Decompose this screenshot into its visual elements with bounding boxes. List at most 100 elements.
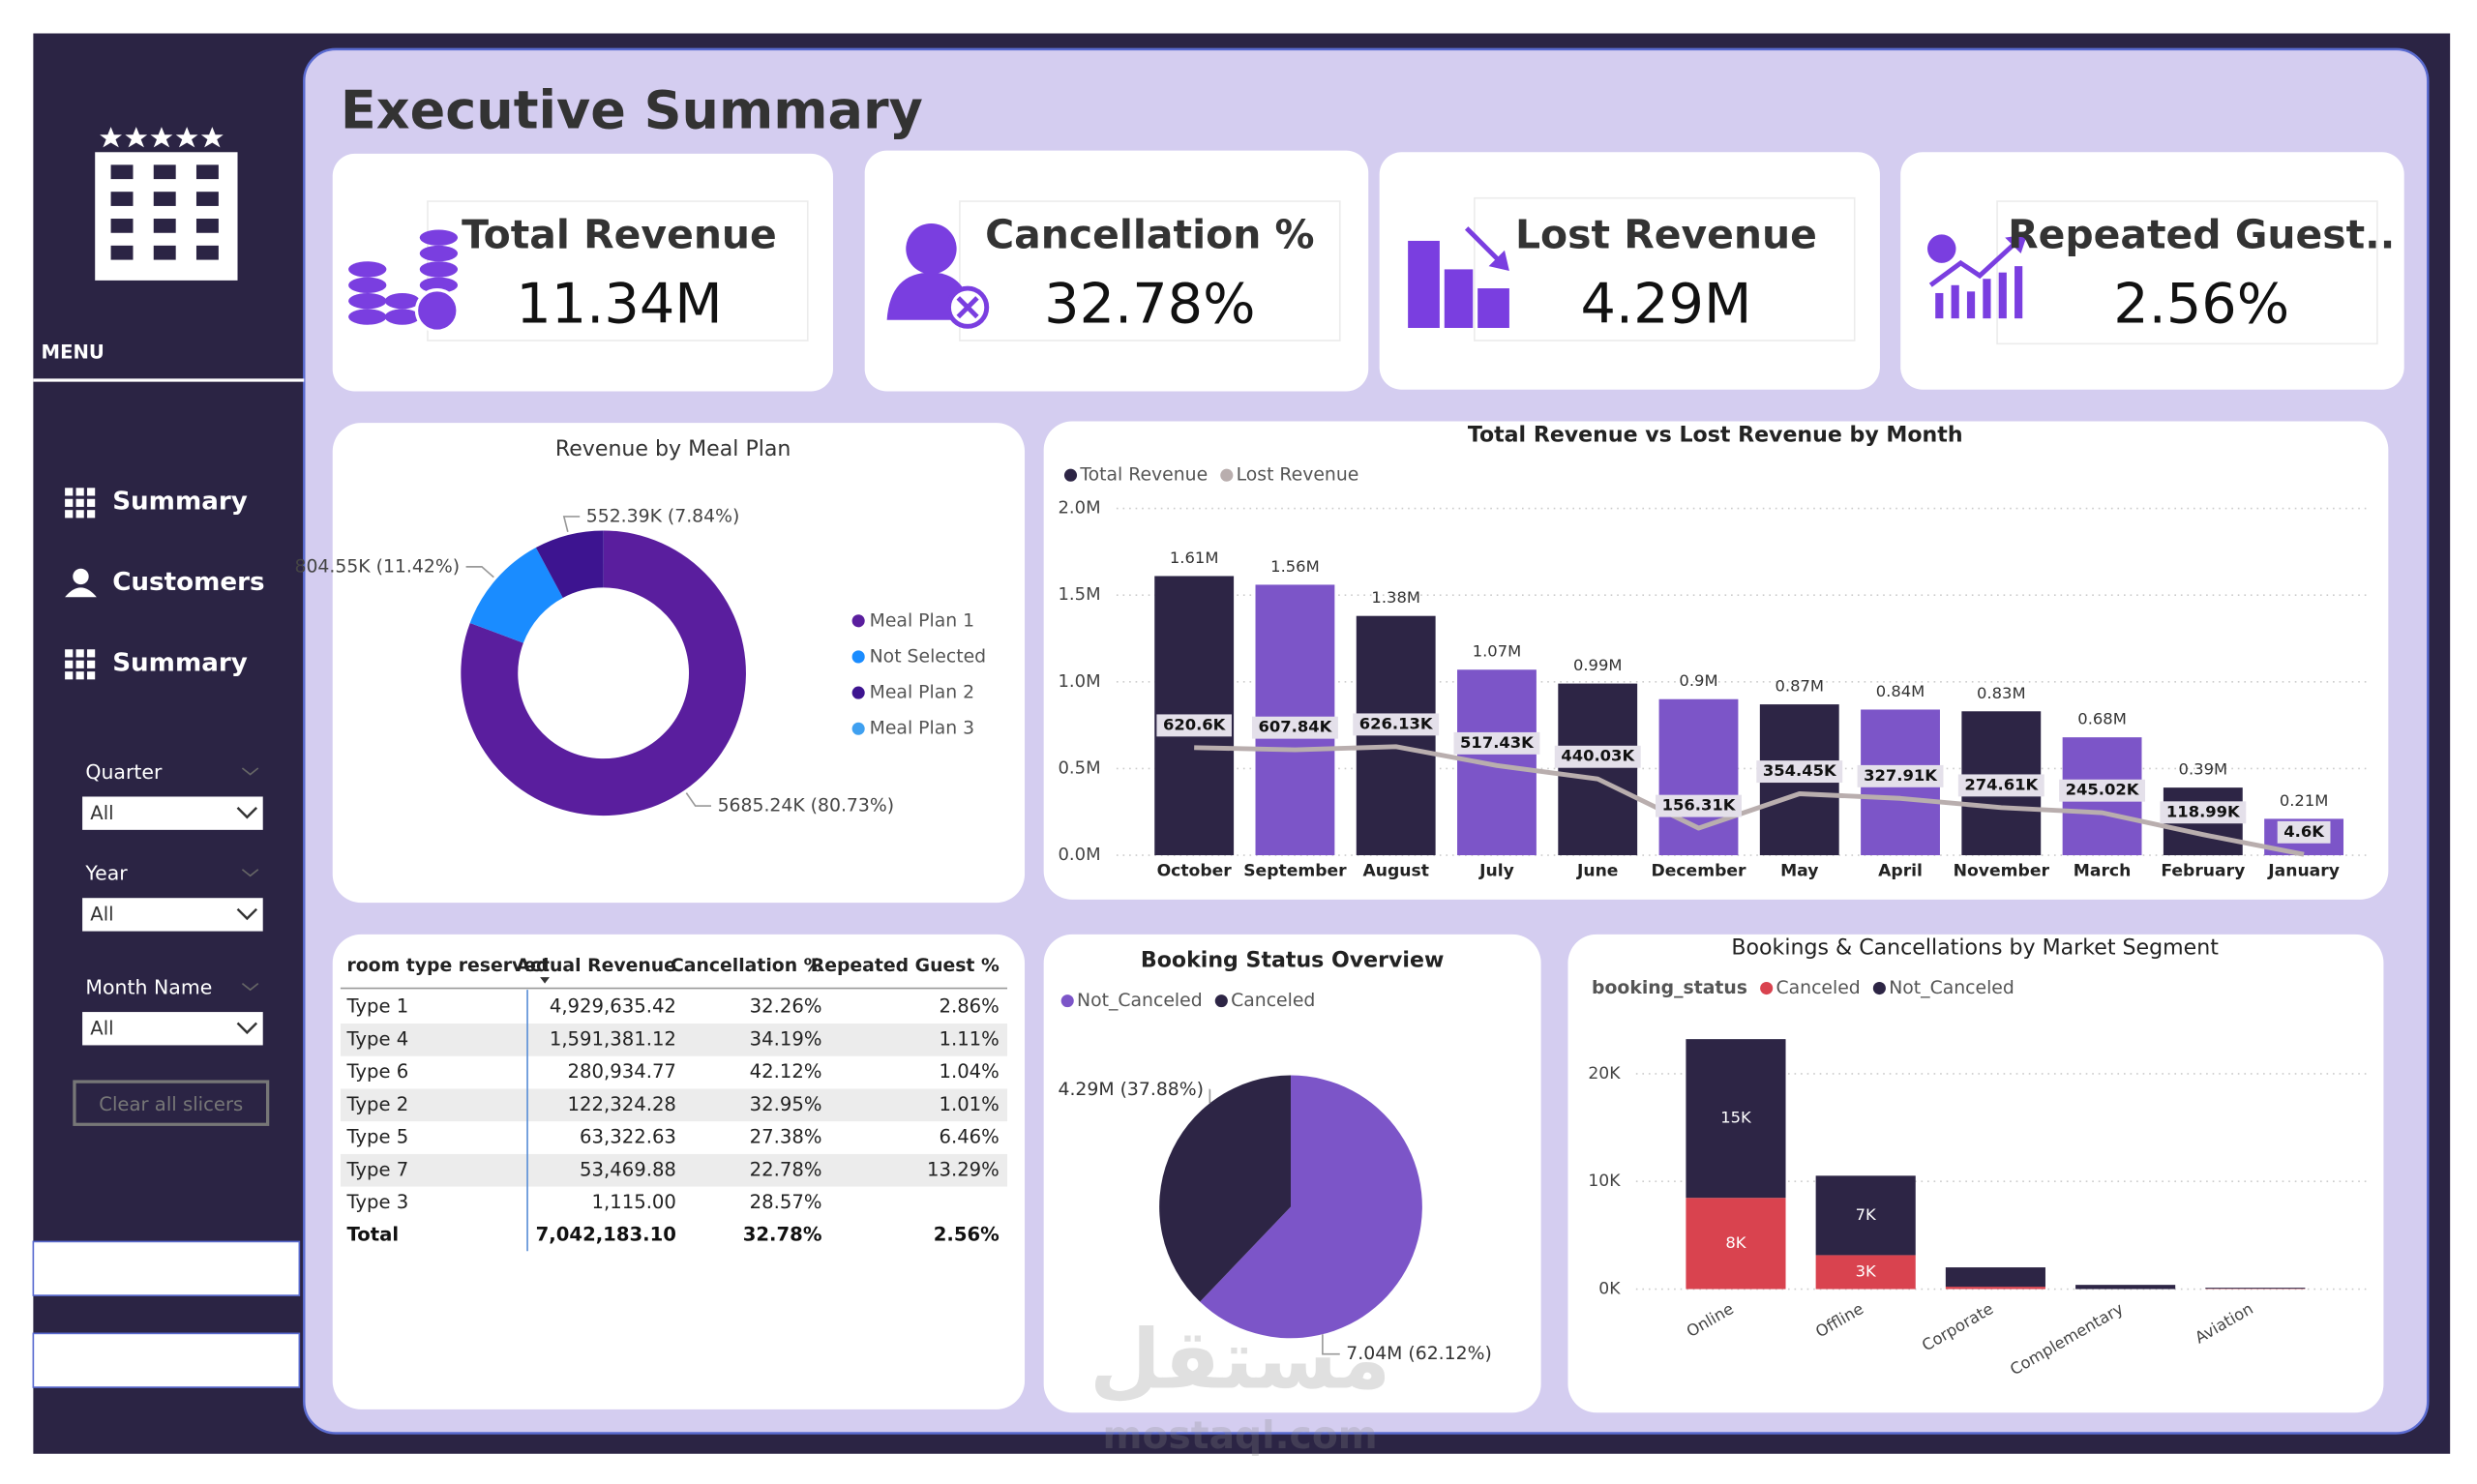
legend-label: Not_Canceled: [1889, 978, 2014, 998]
data-label-box: [1554, 745, 1641, 768]
kpi-label: Repeated Guest..: [2008, 212, 2395, 258]
data-label: 517.43K: [1460, 733, 1535, 752]
data-label-box: [1156, 714, 1232, 737]
data-label: 156.31K: [1662, 796, 1737, 815]
data-label: 0.39M: [2179, 760, 2228, 779]
pie-slice: [1200, 1075, 1422, 1339]
data-label: 1.56M: [1270, 557, 1320, 576]
slicer-chevron: [241, 869, 259, 877]
table-cell: 42.12%: [750, 1060, 822, 1083]
kpi-value: 2.56%: [2113, 271, 2289, 336]
legend-title: booking_status: [1592, 978, 1747, 998]
table-cell: Type 6: [345, 1060, 408, 1083]
table-header: Actual Revenue: [516, 956, 676, 976]
line-series: [1194, 744, 2305, 857]
data-label: 354.45K: [1763, 761, 1837, 780]
data-label: 0.83M: [1977, 684, 2026, 702]
sort-indicator: [540, 977, 550, 984]
data-label-box: [1251, 716, 1338, 739]
data-label: 0.9M: [1679, 671, 1717, 690]
bar: [1558, 683, 1638, 856]
slicer-value: All: [90, 802, 113, 824]
table-cell: 4,929,635.42: [550, 995, 676, 1018]
data-label: 5685.24K (80.73%): [718, 796, 895, 816]
pie-slice: [1159, 1075, 1292, 1302]
table-header: Cancellation %: [671, 956, 822, 976]
x-tick-label: December: [1651, 861, 1746, 880]
table-row-band: [340, 1024, 1008, 1056]
data-label: 245.02K: [2066, 781, 2140, 799]
data-label: 620.6K: [1163, 715, 1227, 733]
data-label: 7K: [1856, 1205, 1877, 1224]
x-tick-label: June: [1576, 861, 1619, 880]
leader-line: [1322, 1334, 1340, 1355]
clear-button[interactable]: [73, 1080, 270, 1126]
data-label-box: [1756, 760, 1843, 784]
leader-line: [465, 566, 494, 579]
legend-label: Meal Plan 1: [870, 610, 975, 631]
table-cell: 1.04%: [939, 1060, 999, 1083]
slicer-label: Year: [84, 862, 128, 885]
hotel-icon: [95, 127, 238, 281]
x-tick-label: July: [1478, 861, 1514, 880]
data-label: 4.6K: [2283, 822, 2325, 841]
data-label-box: [2059, 779, 2146, 802]
legend-dot: [1220, 468, 1234, 482]
slicer-chevron: [241, 982, 259, 992]
table-cell: 1,115.00: [592, 1191, 676, 1213]
data-label: 440.03K: [1561, 747, 1635, 765]
data-label-box: [1957, 774, 2044, 797]
data-label-box: [1453, 731, 1540, 755]
slicer-chevron: [236, 907, 258, 921]
table-cell: 6.46%: [939, 1126, 999, 1148]
legend-dot: [851, 614, 865, 628]
data-label: 0.99M: [1573, 656, 1623, 674]
bar-segment: [1686, 1039, 1786, 1199]
data-label: 607.84K: [1259, 718, 1333, 736]
table-cell: Type 5: [345, 1126, 408, 1148]
table-total: 2.56%: [934, 1223, 1000, 1245]
legend-dot: [851, 722, 865, 735]
nav-bar[interactable]: [32, 1332, 301, 1388]
table-cell: 27.38%: [750, 1126, 822, 1148]
slicer-dropdown[interactable]: [82, 898, 263, 932]
y-tick-label: 10K: [1588, 1172, 1621, 1191]
table-cell: 1.01%: [939, 1093, 999, 1115]
data-label: 3K: [1856, 1261, 1877, 1280]
pie-slice: [535, 530, 604, 598]
legend-label: Lost Revenue: [1237, 465, 1359, 486]
kpi-value: 32.78%: [1044, 271, 1255, 336]
slicer-dropdown[interactable]: [82, 796, 263, 830]
slicer-dropdown[interactable]: [82, 1012, 263, 1046]
table-cell: 122,324.28: [568, 1093, 676, 1115]
chart-title: Booking Status Overview: [1141, 948, 1444, 973]
bar-segment: [2075, 1285, 2176, 1290]
data-label: 8K: [1725, 1233, 1746, 1252]
x-tick-label: April: [1878, 861, 1923, 880]
table-cell: 2.86%: [939, 995, 999, 1018]
pie-slice: [461, 530, 746, 816]
x-tick-label: January: [2267, 861, 2340, 880]
x-tick-label: November: [1954, 861, 2050, 880]
legend-dot: [1214, 994, 1228, 1008]
leader-line: [562, 516, 581, 532]
data-label: 4.29M (37.88%): [1058, 1080, 1204, 1100]
nav-bar[interactable]: [32, 1240, 301, 1296]
data-label: 1.38M: [1371, 588, 1420, 607]
pie-slice: [469, 548, 563, 643]
watermark: مستقل: [1089, 1313, 1390, 1409]
legend-dot: [851, 650, 865, 664]
data-label-box: [2277, 820, 2331, 844]
data-label: 7.04M (62.12%): [1346, 1344, 1492, 1364]
page-title: Executive Summary: [341, 80, 923, 141]
data-label: 552.39K (7.84%): [586, 506, 740, 526]
table-cell: 1,591,381.12: [550, 1027, 676, 1050]
table-cell: Type 7: [345, 1158, 408, 1180]
kpi-label: Total Revenue: [462, 212, 777, 258]
bar-segment: [1945, 1287, 2045, 1290]
y-tick-label: 2.0M: [1058, 498, 1100, 519]
table-cell: 1.11%: [939, 1027, 999, 1050]
data-label: 626.13K: [1359, 714, 1434, 732]
x-tick-label: August: [1362, 861, 1428, 880]
table-cell: 280,934.77: [568, 1060, 676, 1083]
